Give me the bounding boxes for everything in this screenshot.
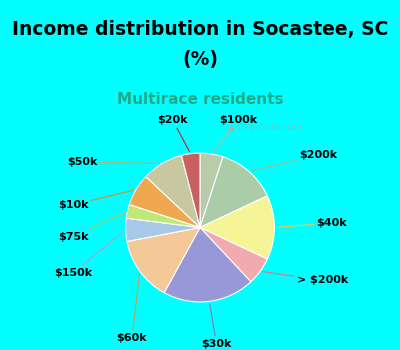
Text: $30k: $30k: [201, 304, 232, 349]
Text: $40k: $40k: [277, 218, 347, 228]
Wedge shape: [129, 176, 200, 228]
Text: $50k: $50k: [67, 157, 159, 167]
Text: Income distribution in Socastee, SC: Income distribution in Socastee, SC: [12, 20, 388, 39]
Wedge shape: [126, 218, 200, 242]
Wedge shape: [127, 228, 200, 293]
Text: $100k: $100k: [213, 116, 257, 152]
Wedge shape: [200, 228, 267, 282]
Text: $75k: $75k: [58, 212, 125, 241]
Text: $200k: $200k: [252, 150, 337, 171]
Wedge shape: [200, 196, 274, 259]
Text: $150k: $150k: [54, 232, 124, 278]
Wedge shape: [164, 228, 251, 302]
Text: $20k: $20k: [158, 116, 189, 151]
Wedge shape: [126, 204, 200, 228]
Wedge shape: [200, 153, 223, 228]
Wedge shape: [200, 157, 267, 228]
Wedge shape: [182, 153, 200, 228]
Text: $60k: $60k: [117, 274, 147, 343]
Wedge shape: [146, 155, 200, 228]
Text: $10k: $10k: [58, 190, 133, 210]
Text: Multirace residents: Multirace residents: [117, 92, 283, 107]
Text: (%): (%): [182, 50, 218, 69]
Text: ▲ City-Data.com: ▲ City-Data.com: [228, 122, 302, 132]
Text: > $200k: > $200k: [263, 272, 348, 285]
